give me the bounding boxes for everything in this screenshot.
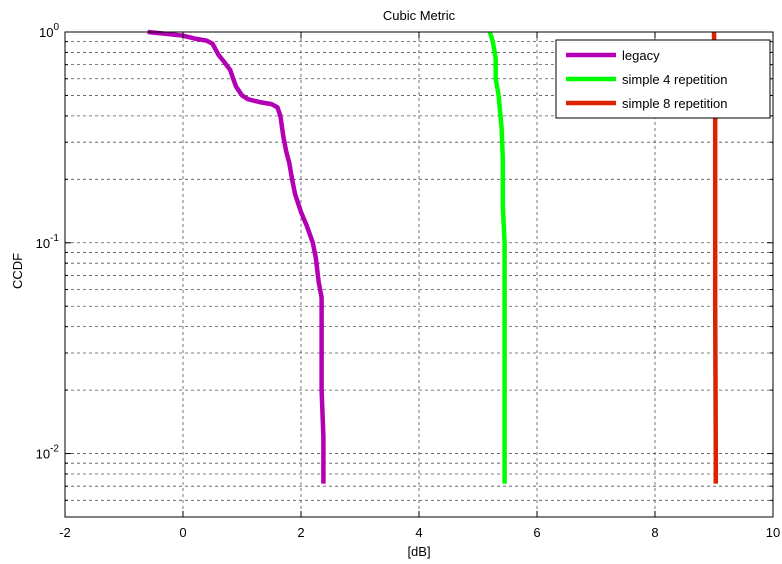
y-tick-label: 10-1 [36,233,60,251]
x-tick-label: 6 [533,525,540,540]
legend: legacy simple 4 repetition simple 8 repeti… [555,39,771,119]
chart-title: Cubic Metric [383,8,456,23]
series-line-1 [147,29,326,484]
legend-label: legacy [622,48,660,63]
y-axis-label: CCDF [10,253,25,289]
legend-label: simple 8 repetition [622,96,728,111]
series-line-2 [487,31,507,484]
x-tick-label: 0 [179,525,186,540]
y-tick-label: 100 [39,22,59,40]
y-tick-label: 10-2 [36,444,60,462]
axis-ticks: -2 0 2 4 6 8 10 10-2 10-1 100 [36,22,781,540]
x-tick-label: -2 [59,525,71,540]
x-tick-label: 8 [651,525,658,540]
x-axis-label: [dB] [407,544,430,559]
x-tick-label: 2 [297,525,304,540]
legend-label: simple 4 repetition [622,72,728,87]
x-tick-label: 4 [415,525,422,540]
x-tick-label: 10 [766,525,780,540]
